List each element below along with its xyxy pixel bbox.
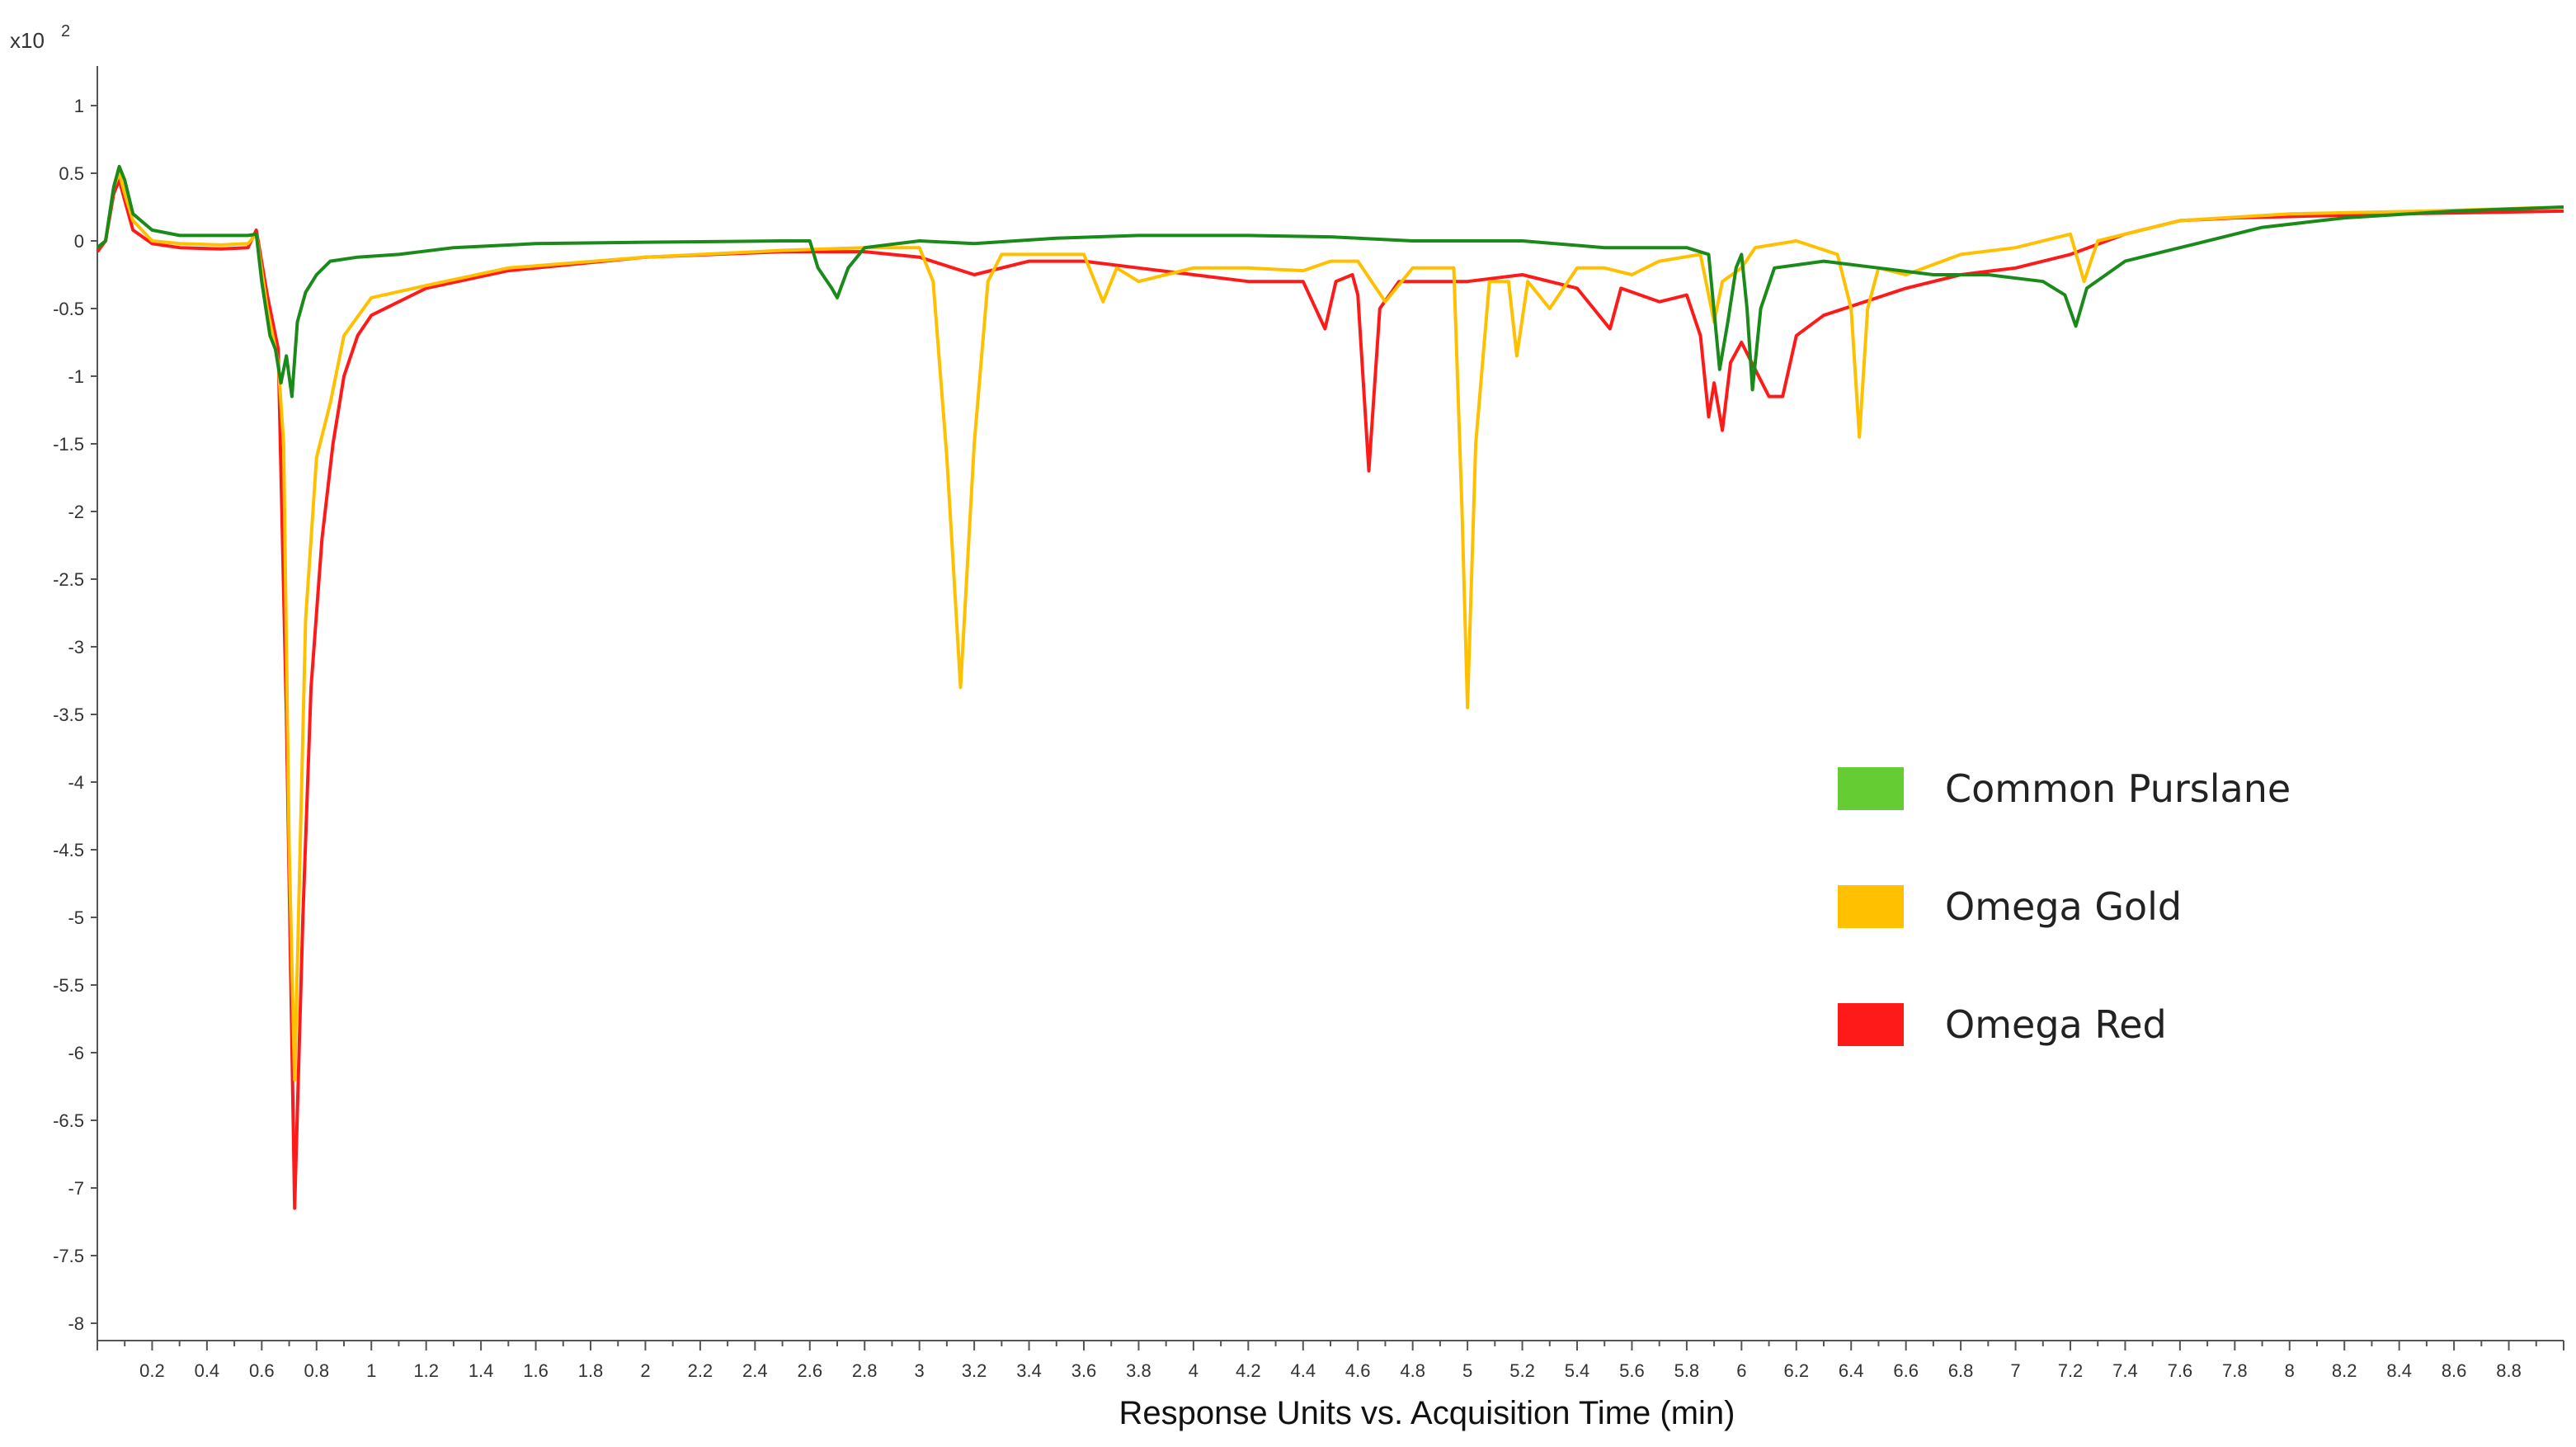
x-tick-label: 8.2 (2332, 1360, 2357, 1381)
y-axis: 1 0.5 0 -0.5 -1 -1.5 -2 -2.5 -3 -3.5 -4 -4.5 -5 -5.5 -… (10, 22, 98, 1341)
x-tick-label: 2.2 (688, 1360, 713, 1381)
x-tick-label: 5.4 (1565, 1360, 1590, 1381)
y-tick-label: -6 (68, 1043, 84, 1063)
legend: Common Purslane Omega Gold Omega Red (1838, 766, 2291, 1047)
x-tick-label: 6.4 (1839, 1360, 1864, 1381)
x-tick-label: 0.2 (139, 1360, 165, 1381)
y-tick-label: -6.5 (53, 1110, 84, 1131)
x-tick-label: 4.4 (1290, 1360, 1316, 1381)
series-group (96, 164, 2564, 1210)
legend-label: Common Purslane (1945, 766, 2291, 811)
x-tick-label: 6.6 (1893, 1360, 1919, 1381)
x-tick-label: 5.6 (1619, 1360, 1645, 1381)
y-tick-label: -8 (68, 1313, 84, 1334)
x-tick-label: 4.6 (1345, 1360, 1371, 1381)
y-tick-label: -3 (68, 637, 84, 658)
x-tick-label: 1.6 (523, 1360, 549, 1381)
x-tick-label: 7.2 (2058, 1360, 2084, 1381)
x-tick-label: 3 (915, 1360, 925, 1381)
legend-label: Omega Red (1945, 1002, 2167, 1047)
y-tick-label: -0.5 (53, 299, 84, 319)
y-tick-label: -1.5 (53, 434, 84, 455)
y-tick-label: -5 (68, 907, 84, 928)
x-tick-label: 0.8 (304, 1360, 329, 1381)
x-tick-label: 4 (1189, 1360, 1199, 1381)
x-tick-label: 5.2 (1509, 1360, 1535, 1381)
y-multiplier-label: x10 (10, 28, 45, 53)
legend-label: Omega Gold (1945, 884, 2182, 929)
x-tick-label: 7 (2010, 1360, 2020, 1381)
x-tick-label: 4.2 (1236, 1360, 1261, 1381)
x-tick-label: 7.4 (2112, 1360, 2138, 1381)
series-line-omega-red (96, 178, 2564, 1210)
y-tick-label: -2 (68, 502, 84, 522)
x-tick-label: 1.2 (413, 1360, 439, 1381)
x-tick-label: 3.8 (1126, 1360, 1151, 1381)
y-tick-label: -7 (68, 1178, 84, 1199)
series-line-omega-gold (96, 172, 2564, 1082)
y-ticks: 1 0.5 0 -0.5 -1 -1.5 -2 -2.5 -3 -3.5 -4 -4.5 -5 -5.5 -… (53, 96, 97, 1334)
x-axis-title: Response Units vs. Acquisition Time (min… (1119, 1395, 1735, 1431)
x-tick-label: 7.6 (2168, 1360, 2193, 1381)
x-tick-label: 3.2 (962, 1360, 987, 1381)
y-tick-label: -4 (68, 772, 84, 793)
y-tick-label: -4.5 (53, 840, 84, 860)
x-tick-label: 8.4 (2386, 1360, 2412, 1381)
x-tick-label: 6.8 (1948, 1360, 1974, 1381)
x-tick-label: 1 (366, 1360, 376, 1381)
x-tick-label: 5 (1462, 1360, 1472, 1381)
y-tick-label: -2.5 (53, 569, 84, 590)
x-tick-label: 5.8 (1674, 1360, 1700, 1381)
y-tick-label: 1 (74, 96, 84, 116)
x-tick-label: 1.4 (469, 1360, 494, 1381)
x-ticks: 0.2 0.4 0.6 0.8 1 1.2 1.4 1.6 1.8 2 2.2 2.4 2.6 2.8 3 3… (97, 1341, 2564, 1381)
x-axis: 0.2 0.4 0.6 0.8 1 1.2 1.4 1.6 1.8 2 2.2 2.4 2.6 2.8 3 3… (97, 1340, 2564, 1431)
y-tick-label: -5.5 (53, 975, 84, 996)
x-tick-label: 1.8 (578, 1360, 604, 1381)
x-tick-label: 7.8 (2222, 1360, 2248, 1381)
x-tick-label: 8.8 (2496, 1360, 2522, 1381)
legend-swatch (1838, 885, 1904, 928)
x-tick-label: 2 (640, 1360, 650, 1381)
x-tick-label: 8.6 (2442, 1360, 2467, 1381)
x-tick-label: 0.4 (195, 1360, 220, 1381)
legend-swatch (1838, 1003, 1904, 1046)
x-tick-label: 3.4 (1016, 1360, 1042, 1381)
x-tick-label: 6 (1736, 1360, 1746, 1381)
y-tick-label: -3.5 (53, 705, 84, 725)
x-tick-label: 2.8 (852, 1360, 878, 1381)
y-multiplier-exponent: 2 (61, 22, 70, 40)
y-tick-label: -7.5 (53, 1246, 84, 1266)
x-tick-label: 4.8 (1400, 1360, 1425, 1381)
y-tick-label: 0 (74, 231, 84, 252)
x-tick-label: 2.6 (797, 1360, 822, 1381)
x-tick-label: 8 (2285, 1360, 2295, 1381)
x-tick-label: 3.6 (1071, 1360, 1097, 1381)
x-tick-label: 0.6 (249, 1360, 275, 1381)
y-tick-label: 0.5 (59, 163, 84, 184)
legend-swatch (1838, 767, 1904, 810)
series-line-common-purslane (96, 164, 2564, 398)
x-tick-label: 2.4 (742, 1360, 768, 1381)
y-tick-label: -1 (68, 366, 84, 387)
x-tick-label: 6.2 (1783, 1360, 1809, 1381)
